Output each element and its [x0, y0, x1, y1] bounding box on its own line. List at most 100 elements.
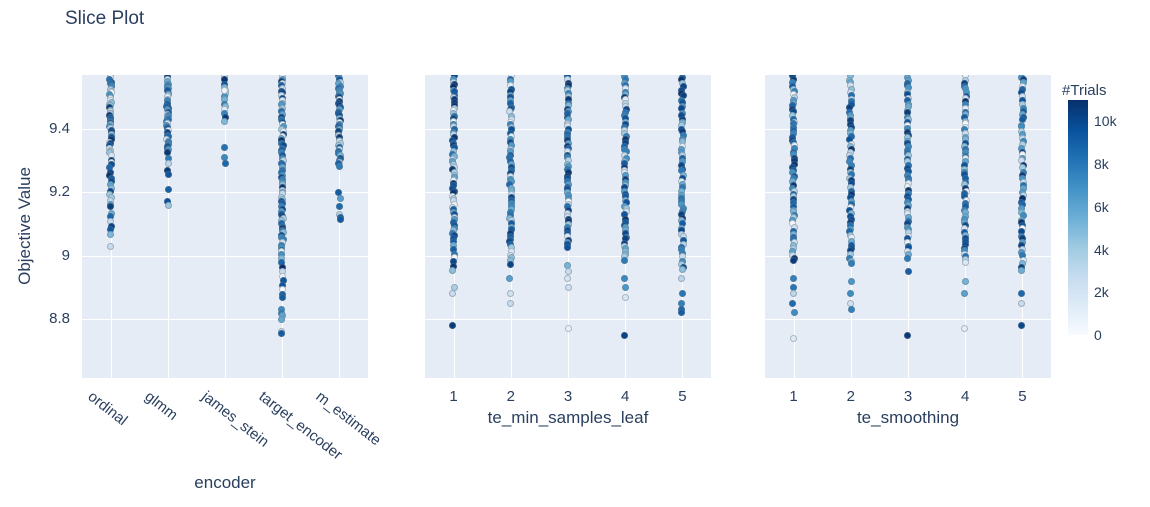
x-tick-label: ordinal	[84, 388, 131, 430]
data-point[interactable]	[960, 325, 968, 333]
data-point[interactable]	[277, 330, 285, 338]
data-point[interactable]	[506, 274, 514, 282]
data-point[interactable]	[164, 201, 172, 209]
data-point[interactable]	[279, 294, 287, 302]
data-point[interactable]	[961, 277, 969, 285]
data-point[interactable]	[679, 265, 687, 273]
plot-area-te-smoothing[interactable]	[765, 75, 1051, 378]
data-point[interactable]	[336, 195, 344, 203]
data-point[interactable]	[790, 309, 798, 317]
x-tick-label: glmm	[141, 388, 181, 424]
x-axis-tick-labels-te-min-samples-leaf: 1 2 3 4 5	[425, 378, 711, 468]
colorbar-tick-label: 6k	[1094, 198, 1109, 215]
data-point[interactable]	[564, 325, 572, 333]
data-point[interactable]	[220, 144, 228, 152]
data-point[interactable]	[790, 290, 798, 298]
data-point[interactable]	[564, 284, 572, 292]
x-axis-tick-labels-te-smoothing: 1 2 3 4 5	[765, 378, 1051, 468]
data-point[interactable]	[622, 284, 630, 292]
data-point[interactable]	[449, 266, 457, 274]
x-axis-title-te-min-samples-leaf: te_min_samples_leaf	[487, 408, 649, 427]
data-point[interactable]	[165, 185, 173, 193]
v-gridline	[339, 75, 341, 378]
colorbar-tick-label: 4k	[1094, 241, 1109, 258]
data-point[interactable]	[277, 316, 285, 324]
data-point[interactable]	[903, 254, 911, 262]
data-point[interactable]	[221, 160, 229, 168]
data-point[interactable]	[506, 299, 514, 307]
x-tick-label: 1	[789, 388, 798, 405]
data-point[interactable]	[622, 293, 630, 301]
colorbar-title: #Trials	[1062, 82, 1107, 99]
data-point[interactable]	[620, 257, 628, 265]
colorbar-tick-label: 0	[1094, 327, 1102, 343]
data-point[interactable]	[1018, 322, 1026, 330]
data-point[interactable]	[905, 268, 913, 276]
data-point[interactable]	[449, 322, 457, 330]
data-point[interactable]	[620, 331, 628, 339]
data-point[interactable]	[846, 290, 854, 298]
subplot-encoder: ordinal glmm james_stein target_encoder m_es…	[82, 75, 384, 507]
colorbar-tick-labels: 0 2k 4k 6k 8k 10k	[1094, 100, 1146, 343]
data-point[interactable]	[106, 230, 114, 238]
data-point[interactable]	[449, 290, 457, 298]
y-tick-label: 9.4	[49, 119, 70, 137]
data-point[interactable]	[678, 290, 686, 298]
data-point[interactable]	[506, 290, 514, 298]
data-point[interactable]	[904, 331, 912, 339]
data-point[interactable]	[107, 242, 115, 250]
data-point[interactable]	[678, 274, 686, 282]
data-point[interactable]	[790, 256, 798, 264]
subplot-te-min-samples-leaf: 1 2 3 4 5 te_min_samples_leaf	[425, 75, 711, 507]
data-point[interactable]	[563, 274, 571, 282]
data-point[interactable]	[221, 87, 229, 95]
data-point[interactable]	[336, 215, 344, 223]
subplot-te-smoothing: 1 2 3 4 5 te_smoothing	[765, 75, 1051, 507]
data-point[interactable]	[335, 162, 343, 170]
x-tick-label: 1	[449, 388, 458, 405]
x-tick-label: 4	[961, 388, 970, 405]
data-point[interactable]	[961, 259, 969, 267]
data-point[interactable]	[1017, 299, 1025, 307]
data-point[interactable]	[790, 334, 798, 342]
data-point[interactable]	[961, 290, 969, 298]
colorbar-tick-label: 10k	[1094, 113, 1117, 130]
x-tick-label: 3	[903, 388, 913, 405]
y-axis-tick-labels: 8.8 9 9.2 9.4	[0, 75, 76, 378]
colorbar-tick-label: 8k	[1094, 156, 1109, 173]
data-point[interactable]	[221, 117, 229, 125]
x-tick-label: 3	[563, 388, 573, 405]
x-axis-title-encoder: encoder	[194, 473, 256, 492]
data-point[interactable]	[678, 309, 686, 317]
figure-title: Slice Plot	[65, 8, 145, 29]
v-gridline	[167, 75, 169, 378]
x-axis-tick-labels-encoder: ordinal glmm james_stein target_encoder m_es…	[82, 378, 384, 468]
data-point[interactable]	[621, 274, 629, 282]
data-point[interactable]	[1018, 290, 1026, 298]
data-point[interactable]	[1018, 266, 1026, 274]
colorbar-tick-label: 2k	[1094, 284, 1109, 301]
x-tick-label: 2	[846, 388, 855, 405]
x-tick-label: 4	[621, 388, 630, 405]
data-point[interactable]	[847, 277, 855, 285]
plot-area-te-min-samples-leaf[interactable]	[425, 75, 711, 378]
data-point[interactable]	[847, 306, 855, 314]
data-point[interactable]	[848, 259, 856, 267]
data-point[interactable]	[789, 274, 797, 282]
data-point[interactable]	[563, 244, 571, 252]
x-tick-label: 2	[506, 388, 515, 405]
x-tick-label: 5	[1018, 388, 1027, 405]
data-point[interactable]	[336, 203, 343, 211]
x-axis-title-te-smoothing: te_smoothing	[856, 408, 960, 427]
data-point[interactable]	[506, 260, 514, 268]
colorbar-gradient	[1068, 100, 1088, 335]
v-gridline	[225, 75, 226, 378]
data-point[interactable]	[106, 202, 114, 210]
data-point[interactable]	[164, 170, 172, 178]
y-tick-label: 8.8	[49, 310, 70, 328]
data-point[interactable]	[789, 299, 797, 307]
y-tick-label: 9.2	[49, 183, 70, 201]
plot-area-encoder[interactable]	[82, 75, 368, 378]
x-tick-label: 5	[678, 388, 687, 405]
